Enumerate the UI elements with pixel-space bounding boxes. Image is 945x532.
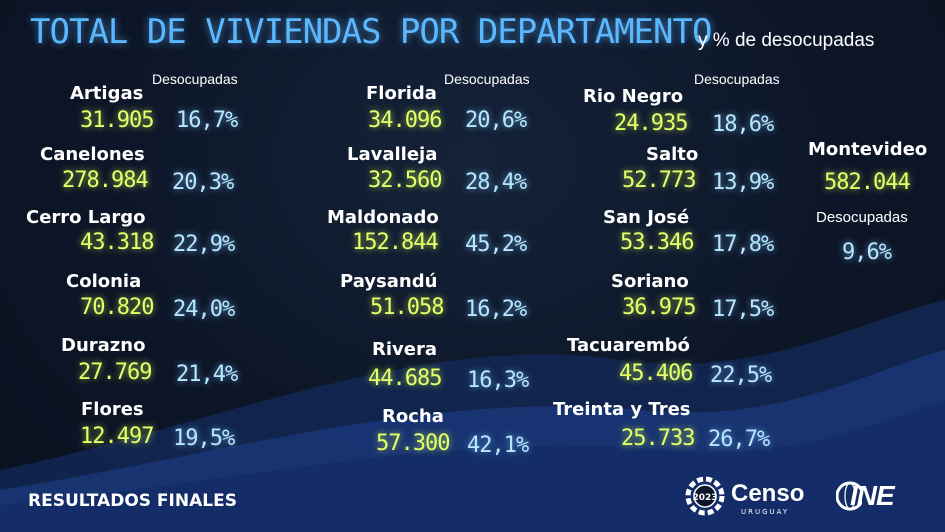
column-header-1: Desocupadas: [152, 71, 238, 87]
department-name: Soriano: [611, 271, 689, 292]
department-total: 53.346: [620, 230, 694, 255]
department-name: Rivera: [372, 339, 437, 360]
department-total: 31.905: [80, 108, 154, 133]
department-name: Paysandú: [340, 271, 438, 292]
department-pct: 24,0%: [173, 297, 235, 322]
department-total: 152.844: [352, 230, 439, 255]
censo-logo-text: Censo: [731, 480, 805, 507]
department-name: Colonia: [66, 271, 142, 292]
department-name: Artigas: [70, 83, 144, 104]
department-total: 25.733: [621, 426, 695, 451]
department-pct: 20,3%: [172, 170, 234, 195]
department-total: 57.300: [376, 431, 450, 456]
department-total: 278.984: [62, 168, 149, 193]
department-total: 32.560: [368, 168, 442, 193]
department-name: Maldonado: [327, 207, 439, 228]
department-pct: 22,9%: [173, 232, 235, 257]
department-total: 12.497: [80, 424, 154, 449]
ine-globe-icon: [836, 481, 862, 511]
department-pct: 19,5%: [173, 426, 235, 451]
column-header-3: Desocupadas: [694, 71, 780, 87]
montevideo-label: Desocupadas: [816, 209, 908, 226]
department-name: Tacuarembó: [567, 335, 690, 356]
department-name: Durazno: [61, 335, 146, 356]
department-name: Florida: [366, 83, 437, 104]
department-pct: 16,3%: [467, 368, 529, 393]
department-total: 52.773: [622, 168, 696, 193]
department-name: Canelones: [40, 144, 145, 165]
footer-label: RESULTADOS FINALES: [28, 491, 237, 511]
column-header-2: Desocupadas: [444, 71, 530, 87]
department-pct: 16,7%: [176, 108, 238, 133]
department-pct: 20,6%: [465, 108, 527, 133]
department-total: 43.318: [80, 230, 154, 255]
censo-gear-icon: 2023: [685, 476, 725, 516]
department-name: Rocha: [382, 406, 444, 427]
department-name: Salto: [646, 144, 699, 165]
page-subtitle: y % de desocupadas: [698, 30, 875, 51]
department-total: 70.820: [80, 295, 154, 320]
department-name: Treinta y Tres: [553, 399, 691, 420]
censo-logo-sub: URUGUAY: [741, 508, 790, 516]
montevideo-pct: 9,6%: [842, 240, 892, 265]
department-name: Flores: [81, 399, 144, 420]
department-name: San José: [603, 207, 690, 228]
department-pct: 42,1%: [467, 433, 529, 458]
ine-logo-text: INE: [850, 480, 895, 511]
department-total: 44.685: [368, 366, 442, 391]
department-pct: 26,7%: [708, 427, 770, 452]
department-pct: 22,5%: [710, 363, 772, 388]
department-pct: 21,4%: [176, 362, 238, 387]
censo-year: 2023: [692, 493, 717, 503]
censo-logo: 2023 Censo URUGUAY: [683, 474, 804, 522]
department-pct: 17,8%: [712, 232, 774, 257]
department-name: Cerro Largo: [26, 207, 146, 228]
department-pct: 16,2%: [465, 297, 527, 322]
department-total: 51.058: [370, 295, 444, 320]
department-pct: 17,5%: [712, 297, 774, 322]
page-title: TOTAL DE VIVIENDAS POR DEPARTAMENTO: [30, 12, 712, 52]
department-pct: 45,2%: [465, 232, 527, 257]
department-name: Rio Negro: [583, 86, 684, 107]
montevideo-total: 582.044: [824, 170, 911, 195]
department-total: 24.935: [614, 111, 688, 136]
department-pct: 13,9%: [712, 170, 774, 195]
department-name: Lavalleja: [347, 144, 438, 165]
montevideo-name: Montevideo: [808, 139, 928, 160]
department-pct: 28,4%: [465, 170, 527, 195]
department-total: 36.975: [622, 295, 696, 320]
department-total: 45.406: [619, 361, 693, 386]
department-total: 34.096: [368, 108, 442, 133]
department-total: 27.769: [78, 360, 152, 385]
department-pct: 18,6%: [712, 112, 774, 137]
